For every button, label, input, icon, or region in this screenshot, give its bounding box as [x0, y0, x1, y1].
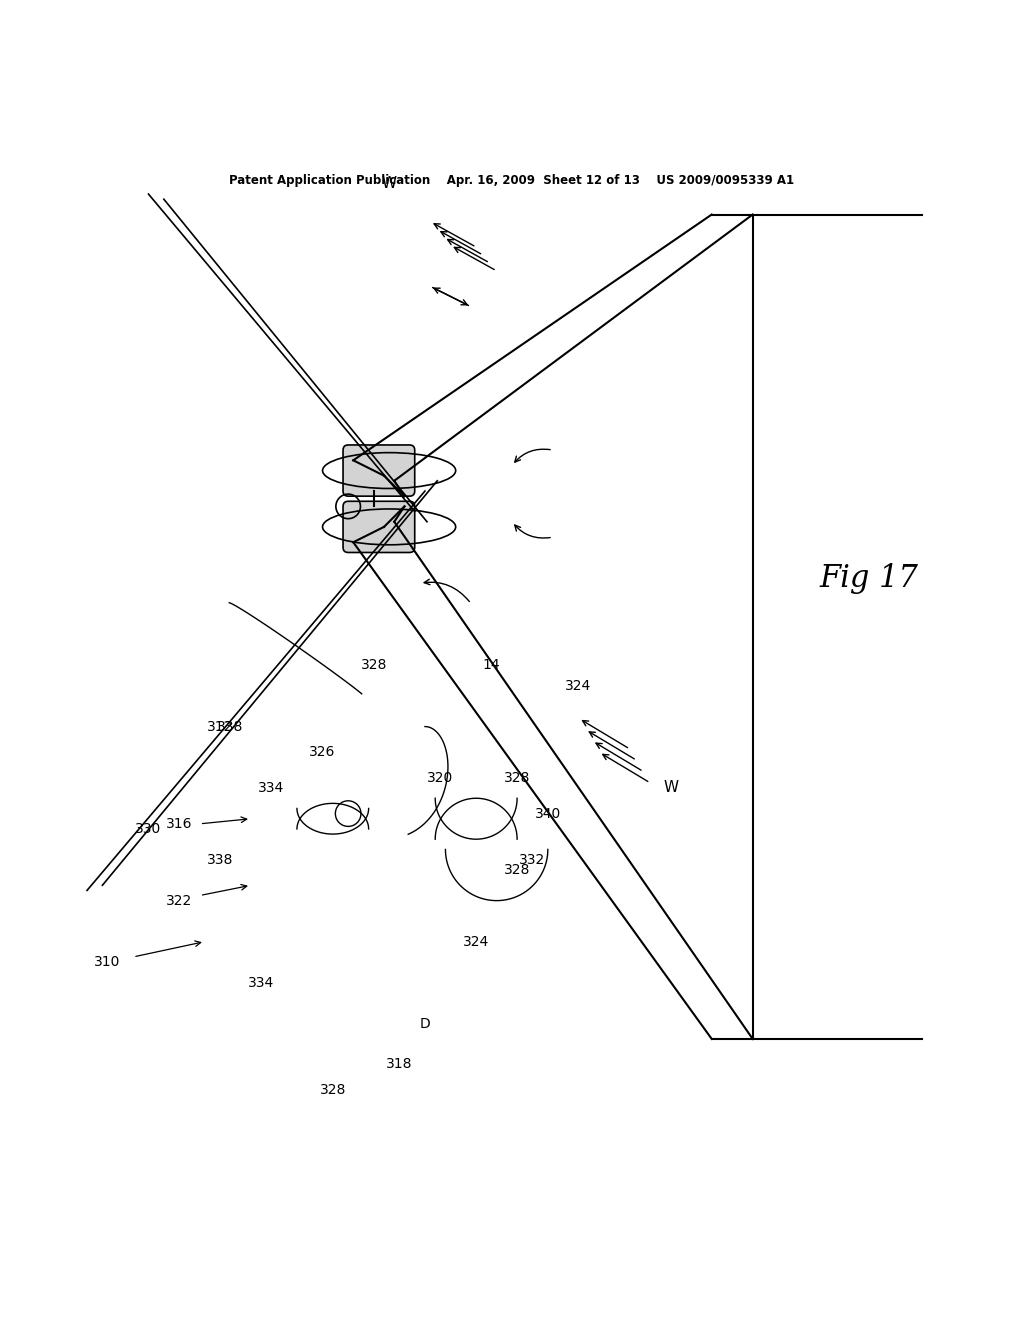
Text: 332: 332	[519, 853, 546, 867]
FancyBboxPatch shape	[343, 445, 415, 496]
Text: 328: 328	[319, 1084, 346, 1097]
Text: 338: 338	[217, 719, 244, 734]
Text: 324: 324	[463, 935, 489, 949]
Text: 316: 316	[166, 817, 193, 830]
Text: 340: 340	[535, 807, 561, 821]
Text: 334: 334	[248, 975, 274, 990]
Text: W: W	[664, 780, 678, 796]
Text: 320: 320	[427, 771, 454, 785]
Text: 322: 322	[166, 894, 193, 908]
Text: 338: 338	[207, 853, 233, 867]
Text: 326: 326	[309, 746, 336, 759]
Text: 334: 334	[258, 781, 285, 795]
FancyBboxPatch shape	[343, 502, 415, 553]
Text: 324: 324	[565, 678, 592, 693]
Text: 14: 14	[482, 659, 501, 672]
Text: Fig 17: Fig 17	[819, 562, 919, 594]
Text: 330: 330	[135, 822, 162, 836]
Text: 328: 328	[504, 863, 530, 876]
Text: 312: 312	[207, 719, 233, 734]
Text: 318: 318	[386, 1057, 413, 1072]
Text: D: D	[420, 1016, 430, 1031]
Text: Patent Application Publication    Apr. 16, 2009  Sheet 12 of 13    US 2009/00953: Patent Application Publication Apr. 16, …	[229, 174, 795, 186]
Text: 328: 328	[504, 771, 530, 785]
Text: W: W	[382, 177, 396, 191]
Text: 328: 328	[360, 659, 387, 672]
Text: 310: 310	[94, 956, 121, 969]
